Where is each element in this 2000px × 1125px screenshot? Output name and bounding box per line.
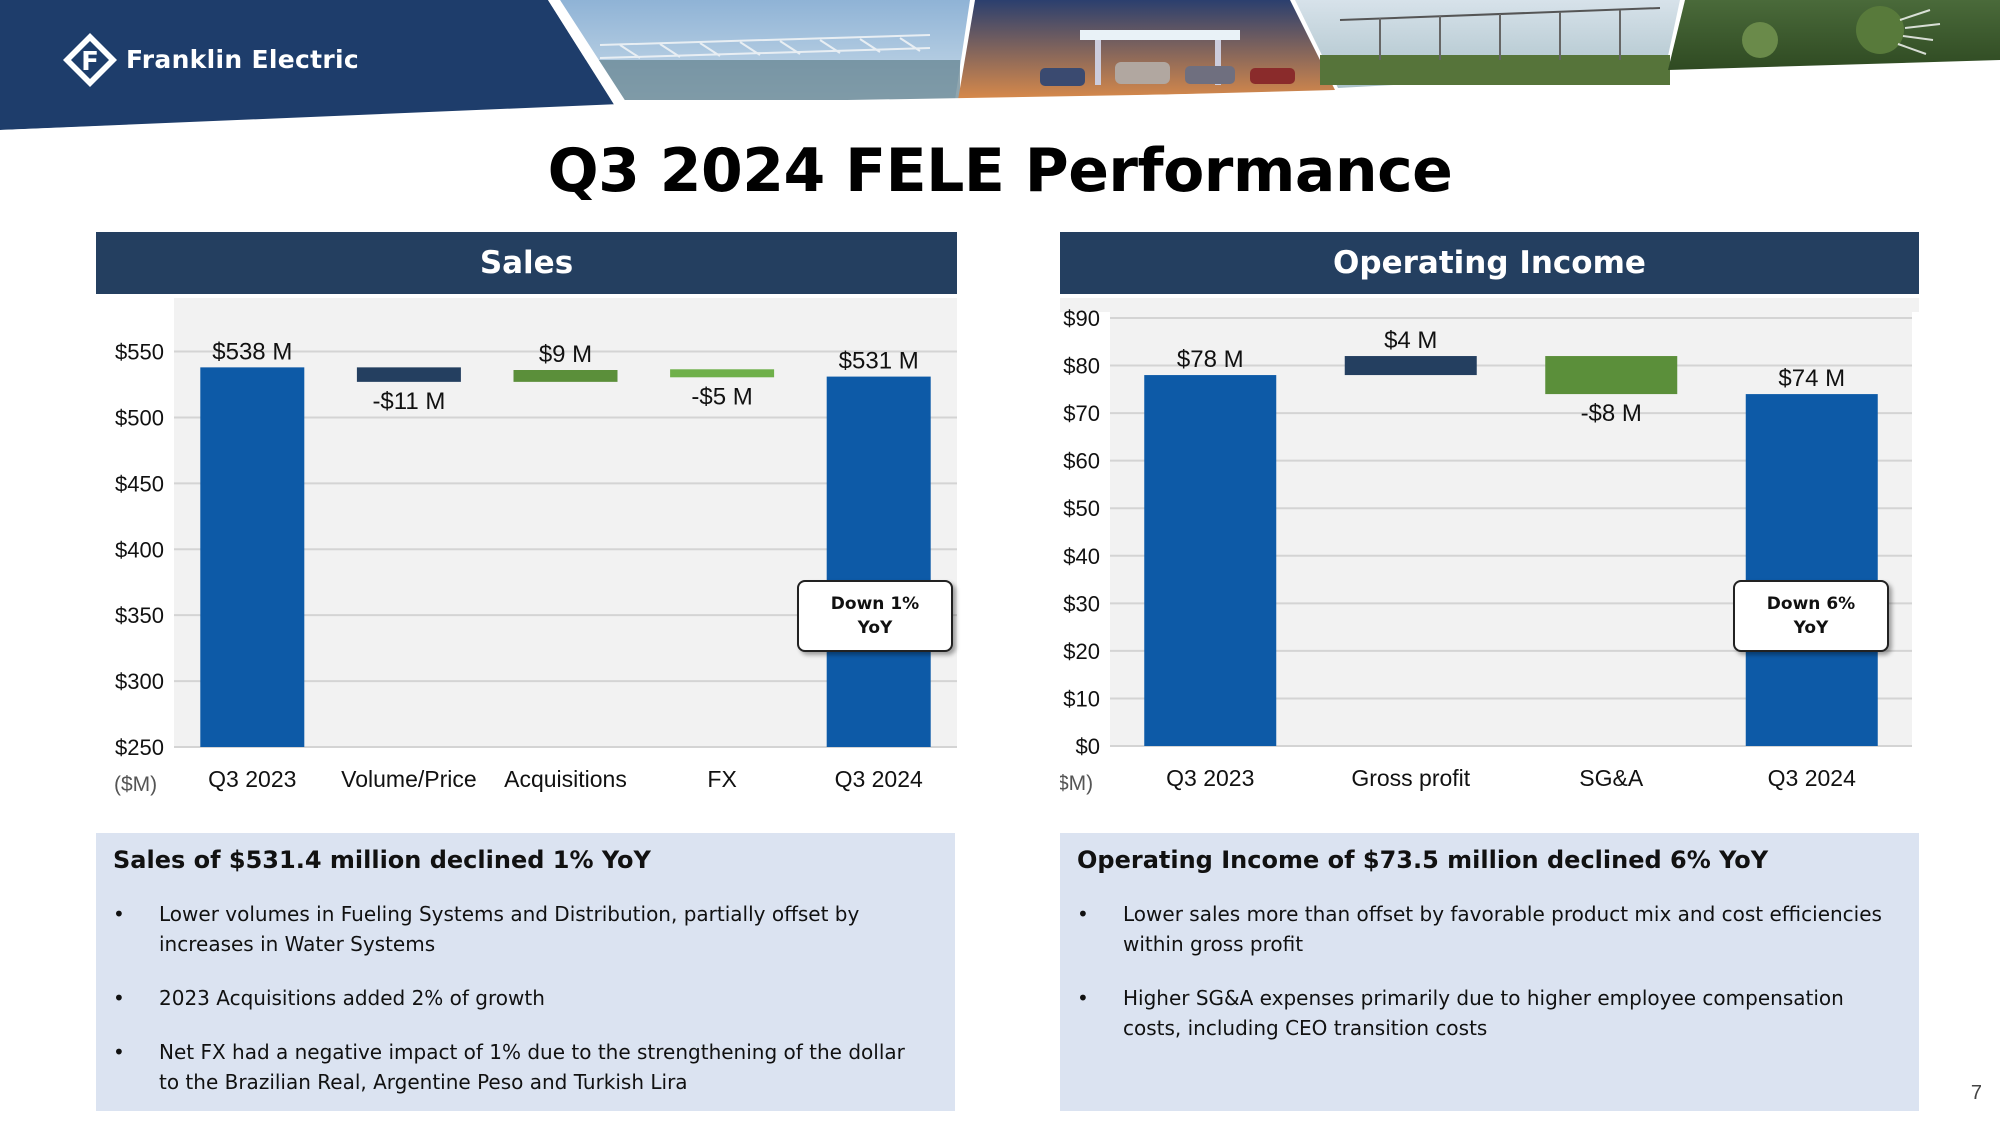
sales-data-label: $531 M [839, 348, 919, 375]
oi-summary-list: • Lower sales more than offset by favorab… [1077, 899, 1889, 1067]
sales-bar-fx [670, 369, 775, 378]
sales-unit-label: ($M) [114, 773, 157, 796]
sales-bar-q3-2024 [826, 376, 931, 747]
sales-callout-line-2: YoY [857, 618, 893, 638]
oi-y-tick-label: $80 [1063, 354, 1100, 379]
sales-bullet-3: Net FX had a negative impact of 1% due t… [159, 1040, 905, 1094]
slide-title: Q3 2024 FELE Performance [547, 136, 1453, 206]
oi-y-tick-label: $50 [1063, 496, 1100, 521]
operating-income-panel-header: Operating Income [1060, 232, 1919, 294]
header-photo-strip: F [0, 0, 2000, 130]
sales-bullet-1: Lower volumes in Fueling Systems and Dis… [159, 902, 860, 956]
sales-yoy-callout: Down 1% YoY [797, 580, 953, 652]
header-banner: F Franklin Electric [0, 0, 2000, 130]
sales-callout-line-1: Down 1% [830, 594, 920, 614]
operating-income-chart-svg: $0 $10 $20 $30 $40 $50 $60 $70 $80 $90 ($M) $78 M Q3… [1060, 298, 1919, 795]
oi-category-label: Q3 2024 [1768, 765, 1856, 791]
sales-y-tick-label: $450 [115, 471, 164, 496]
sales-chart-svg: $250 $300 $350 $400 $450 $500 $550 ($M) $538 M Q3… [114, 298, 957, 796]
oi-bar-q3-2023 [1144, 375, 1277, 746]
franklin-electric-logo-icon: F [63, 33, 117, 87]
oi-y-tick-label: $30 [1063, 591, 1100, 616]
oi-y-tick-label: $90 [1063, 306, 1100, 331]
sales-summary-list: • Lower volumes in Fueling Systems and Di… [113, 899, 925, 1121]
sales-summary-box: Sales of $531.4 million declined 1% YoY … [96, 833, 955, 1111]
oi-bar-gross-profit [1344, 356, 1477, 376]
sales-category-label: Volume/Price [341, 766, 477, 792]
sales-data-label: -$11 M [372, 388, 445, 415]
sales-category-label: Acquisitions [504, 766, 627, 792]
list-item: • Lower sales more than offset by favorab… [1077, 902, 1882, 956]
sales-y-tick-label: $500 [115, 405, 164, 430]
oi-y-tick-label: $0 [1076, 734, 1100, 759]
sales-bar-acquisitions [513, 370, 618, 382]
oi-category-label: Gross profit [1351, 765, 1470, 791]
sales-category-label: FX [707, 766, 736, 792]
sales-bar-q3-2023 [200, 367, 305, 747]
oi-summary-heading: Operating Income of $73.5 million declin… [1077, 846, 1769, 874]
oi-chart-bg [1060, 298, 1919, 312]
oi-callout-line-2: YoY [1793, 618, 1829, 638]
sales-data-label: $9 M [539, 341, 592, 368]
sales-data-label: $538 M [212, 338, 292, 365]
oi-data-label: $78 M [1177, 346, 1244, 373]
sales-y-tick-label: $550 [115, 340, 164, 365]
sales-panel-header: Sales [96, 232, 957, 294]
oi-bullet-2: Higher SG&A expenses primarily due to hi… [1123, 986, 1844, 1040]
list-item: • Net FX had a negative impact of 1% due … [113, 1040, 905, 1094]
sales-waterfall-chart: $250 $300 $350 $400 $450 $500 $550 ($M) $538 M Q3… [96, 298, 957, 810]
oi-bullet-1: Lower sales more than offset by favorabl… [1123, 902, 1882, 956]
svg-text:F: F [81, 47, 99, 77]
sales-y-tick-label: $250 [115, 735, 164, 760]
operating-income-waterfall-chart: $0 $10 $20 $30 $40 $50 $60 $70 $80 $90 ($M) $78 M Q3… [1060, 298, 1919, 810]
oi-y-tick-label: $10 [1063, 686, 1100, 711]
list-item: • 2023 Acquisitions added 2% of growth [113, 986, 545, 1010]
sales-data-label: -$5 M [691, 383, 752, 410]
oi-data-label: $4 M [1384, 327, 1437, 354]
sales-category-label: Q3 2024 [835, 766, 923, 792]
oi-category-label: Q3 2023 [1166, 765, 1254, 791]
oi-callout-line-1: Down 6% [1766, 594, 1856, 614]
oi-data-label: -$8 M [1581, 400, 1642, 427]
brand-name: Franklin Electric [126, 45, 359, 74]
sales-summary-heading: Sales of $531.4 million declined 1% YoY [113, 846, 651, 874]
list-item: • Lower volumes in Fueling Systems and Di… [113, 902, 860, 956]
oi-bar-sg-a [1545, 356, 1678, 395]
oi-unit-label: ($M) [1060, 772, 1093, 795]
oi-category-label: SG&A [1579, 765, 1644, 791]
sales-category-label: Q3 2023 [208, 766, 296, 792]
oi-bar-q3-2024 [1745, 394, 1878, 746]
operating-income-yoy-callout: Down 6% YoY [1733, 580, 1889, 652]
sales-y-tick-label: $400 [115, 537, 164, 562]
sales-bullet-2: 2023 Acquisitions added 2% of growth [159, 986, 545, 1010]
operating-income-summary-box: Operating Income of $73.5 million declin… [1060, 833, 1919, 1111]
sales-y-tick-label: $350 [115, 603, 164, 628]
sales-y-tick-label: $300 [115, 669, 164, 694]
oi-y-tick-label: $70 [1063, 401, 1100, 426]
oi-data-label: $74 M [1778, 365, 1845, 392]
oi-y-tick-label: $40 [1063, 544, 1100, 569]
oi-y-tick-label: $20 [1063, 639, 1100, 664]
sales-bar-volume-price [356, 367, 461, 382]
page-number: 7 [1970, 1082, 1982, 1104]
list-item: • Higher SG&A expenses primarily due to h… [1077, 986, 1844, 1040]
oi-y-tick-label: $60 [1063, 449, 1100, 474]
